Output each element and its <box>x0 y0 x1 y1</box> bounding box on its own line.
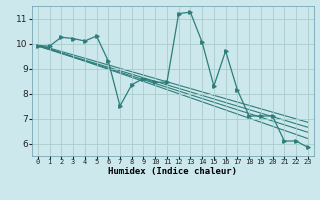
X-axis label: Humidex (Indice chaleur): Humidex (Indice chaleur) <box>108 167 237 176</box>
